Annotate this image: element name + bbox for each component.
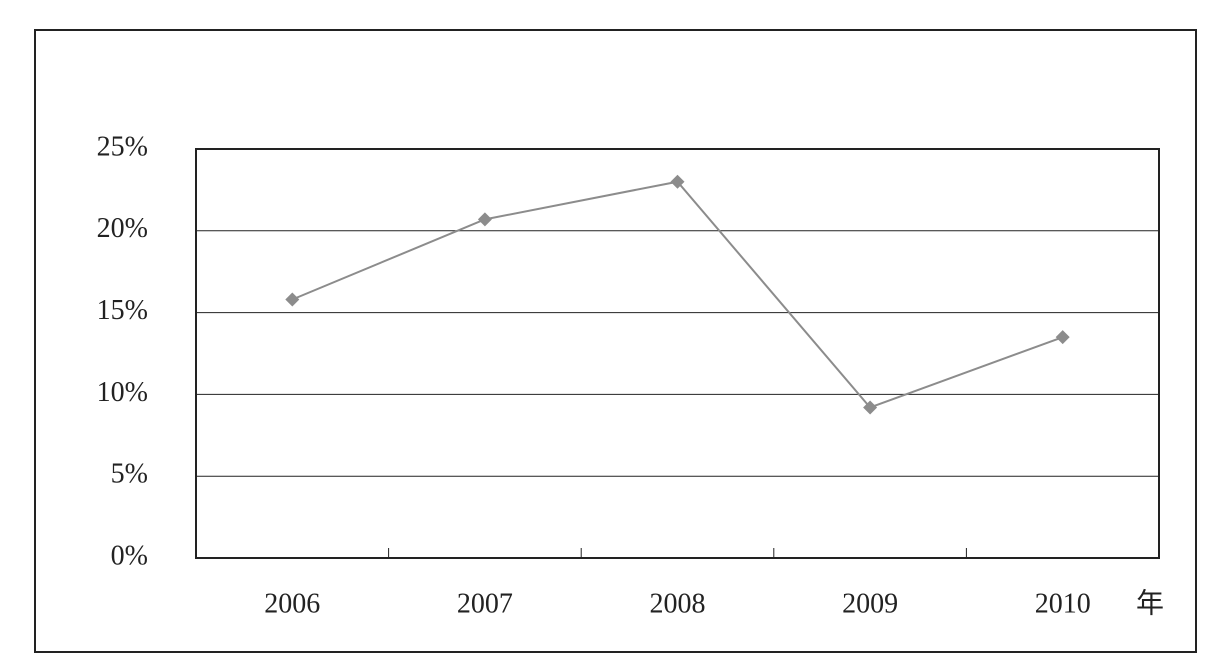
- series-line: [291, 180, 1064, 409]
- y-tick-label: 20%: [97, 213, 148, 244]
- data-point: [863, 400, 878, 415]
- y-tick-label: 5%: [111, 459, 148, 490]
- y-tick-label: 15%: [97, 295, 148, 326]
- y-tick-label: 10%: [97, 377, 148, 408]
- data-point: [285, 292, 300, 307]
- x-tick-label: 2006: [264, 588, 320, 619]
- x-tick-label: 2010: [1035, 588, 1091, 619]
- data-point: [670, 174, 685, 189]
- y-tick-label: 25%: [97, 131, 148, 162]
- chart-frame: [34, 29, 1197, 653]
- x-axis-label: 年: [1136, 587, 1164, 619]
- x-tick-label: 2007: [457, 588, 513, 619]
- y-tick-label: 0%: [111, 540, 148, 571]
- data-point: [477, 212, 492, 227]
- x-tick-label: 2008: [650, 588, 706, 619]
- plot-area: [195, 148, 1160, 559]
- data-point: [1055, 330, 1070, 345]
- x-tick-label: 2009: [842, 588, 898, 619]
